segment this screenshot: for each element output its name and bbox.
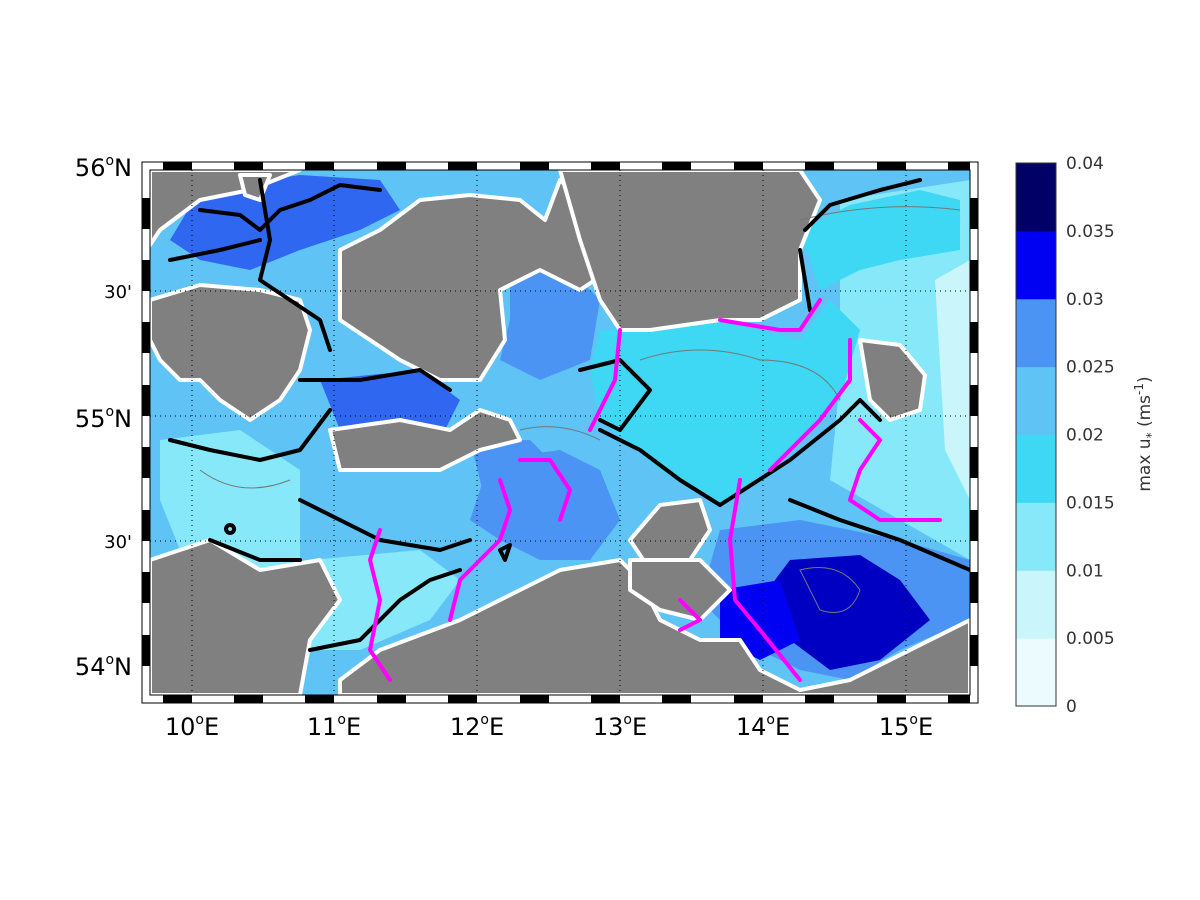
land [150, 170, 970, 695]
lat-labels: 56oN 30' 55oN 30' 54oN [75, 153, 132, 681]
lon-label-13: 13oE [593, 712, 647, 741]
colorbar-band-2 [1016, 502, 1056, 571]
contour-fill-palest-east [935, 260, 970, 500]
land-mecklenburg [338, 558, 970, 695]
land-jutland [150, 170, 302, 247]
colorbar-tick-label: 0.005 [1066, 629, 1115, 649]
colorbar-band-6 [1016, 230, 1056, 300]
colorbar-tick-label: 0.04 [1066, 154, 1104, 174]
land-lolland [328, 408, 522, 472]
land-schleswig-holstein [150, 538, 342, 695]
lat-label-54: 54oN [75, 652, 132, 681]
colorbar-band-7 [1016, 163, 1056, 232]
contour-fill-oresund-blue [500, 270, 600, 380]
colorbar-tick-label: 0.025 [1066, 358, 1115, 378]
colorbar-band-3 [1016, 434, 1056, 503]
colorbar-band-4 [1016, 366, 1056, 435]
land-sweden [558, 170, 822, 332]
lat-label-55-30: 30' [104, 282, 132, 303]
contour-magenta [368, 298, 942, 682]
colorbar-tick-labels: 0 0.005 0.01 0.015 0.02 0.025 0.03 0.035 0.04 [1066, 154, 1115, 717]
lat-label-55: 55oN [75, 404, 132, 433]
contour-black [168, 178, 970, 652]
colorbar-outline [1015, 162, 1057, 707]
grid [150, 170, 970, 695]
colorbar-tick-label: 0.02 [1066, 426, 1104, 446]
lat-label-56: 56oN [75, 153, 132, 182]
colorbar-tick-label: 0 [1066, 697, 1077, 717]
colorbar: 0 0.005 0.01 0.015 0.02 0.025 0.03 0.035 0.04 ma… [1015, 154, 1158, 717]
colorbar-tick-label: 0.03 [1066, 290, 1104, 310]
lon-label-11: 11oE [307, 712, 361, 741]
lon-label-12: 12oE [450, 712, 504, 741]
map-content [150, 170, 970, 695]
land-jutland-south [150, 283, 312, 422]
contour-fill-cyan-arkona [590, 300, 860, 505]
contour-fill-dark-pomeranian [760, 555, 930, 670]
colorbar-band-0 [1016, 638, 1056, 707]
contour-fill-kiel-bay [160, 430, 300, 580]
colorbar-tick-label: 0.015 [1066, 493, 1115, 513]
colorbar-band-1 [1016, 570, 1056, 639]
colorbar-swatches [1016, 163, 1056, 707]
colorbar-tick-label: 0.01 [1066, 561, 1104, 581]
land-bornholm [858, 338, 927, 422]
lon-label-14: 14oE [736, 712, 790, 741]
lat-label-54-30: 30' [104, 532, 132, 553]
map-frame [141, 161, 979, 704]
lon-label-15: 15oE [879, 712, 933, 741]
colorbar-tick-label: 0.035 [1066, 222, 1115, 242]
lon-label-10: 10oE [165, 712, 219, 741]
contour-fill-lubeck-bay [310, 550, 460, 650]
lon-labels: 10oE 11oE 12oE 13oE 14oE 15oE [165, 712, 933, 741]
colorbar-title: max u* (ms-1) [1132, 376, 1158, 491]
colorbar-band-5 [1016, 298, 1056, 368]
contour-fill-cyan-north-east [800, 190, 960, 290]
